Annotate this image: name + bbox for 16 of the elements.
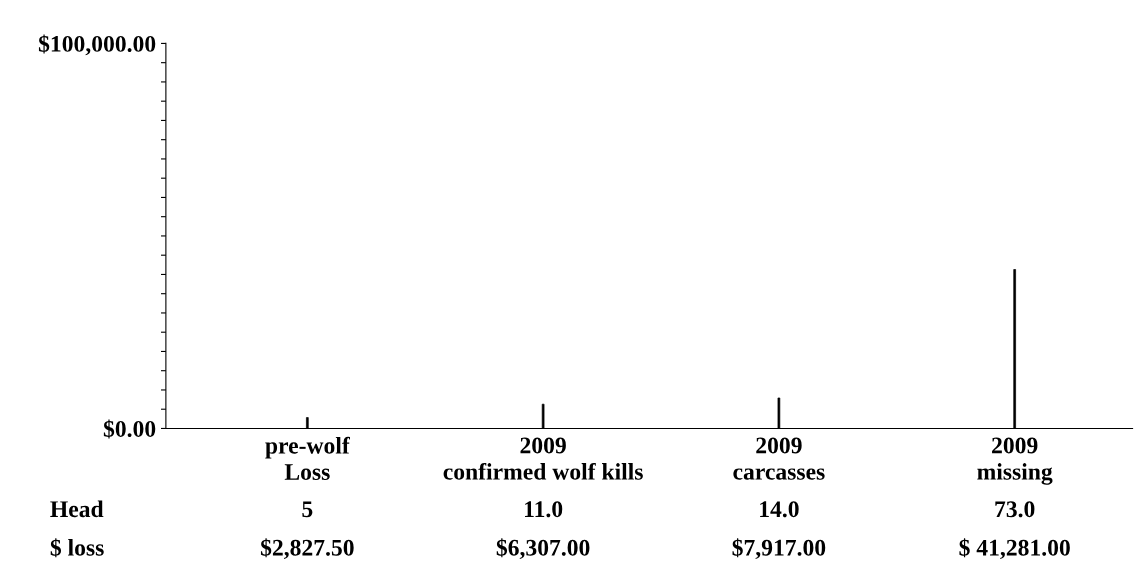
text: 11.0 (525, 501, 563, 518)
data-label: $ 41,281.00 (959, 538, 1070, 560)
x-tick-label: 2009 carcasses (733, 437, 825, 480)
x-tick-label: 2009 confirmed wolf kills (443, 437, 643, 480)
data-label: $7,917.00 (732, 538, 826, 560)
text: Head (50, 500, 104, 518)
data-label: $6,307.00 (496, 538, 590, 560)
text: $ loss (50, 538, 104, 558)
text: 14.0 (760, 501, 799, 518)
data-label: $2,827.50 (260, 538, 354, 560)
y-tick-label: $100,000.00 (38, 34, 156, 56)
text: 73.0 (995, 501, 1035, 518)
y-tick-label: $0.00 (103, 419, 156, 439)
x-tick-label: 2009 missing (977, 437, 1053, 485)
text: 5 (302, 501, 313, 518)
x-tick-label: pre-wolf Loss (265, 436, 350, 480)
